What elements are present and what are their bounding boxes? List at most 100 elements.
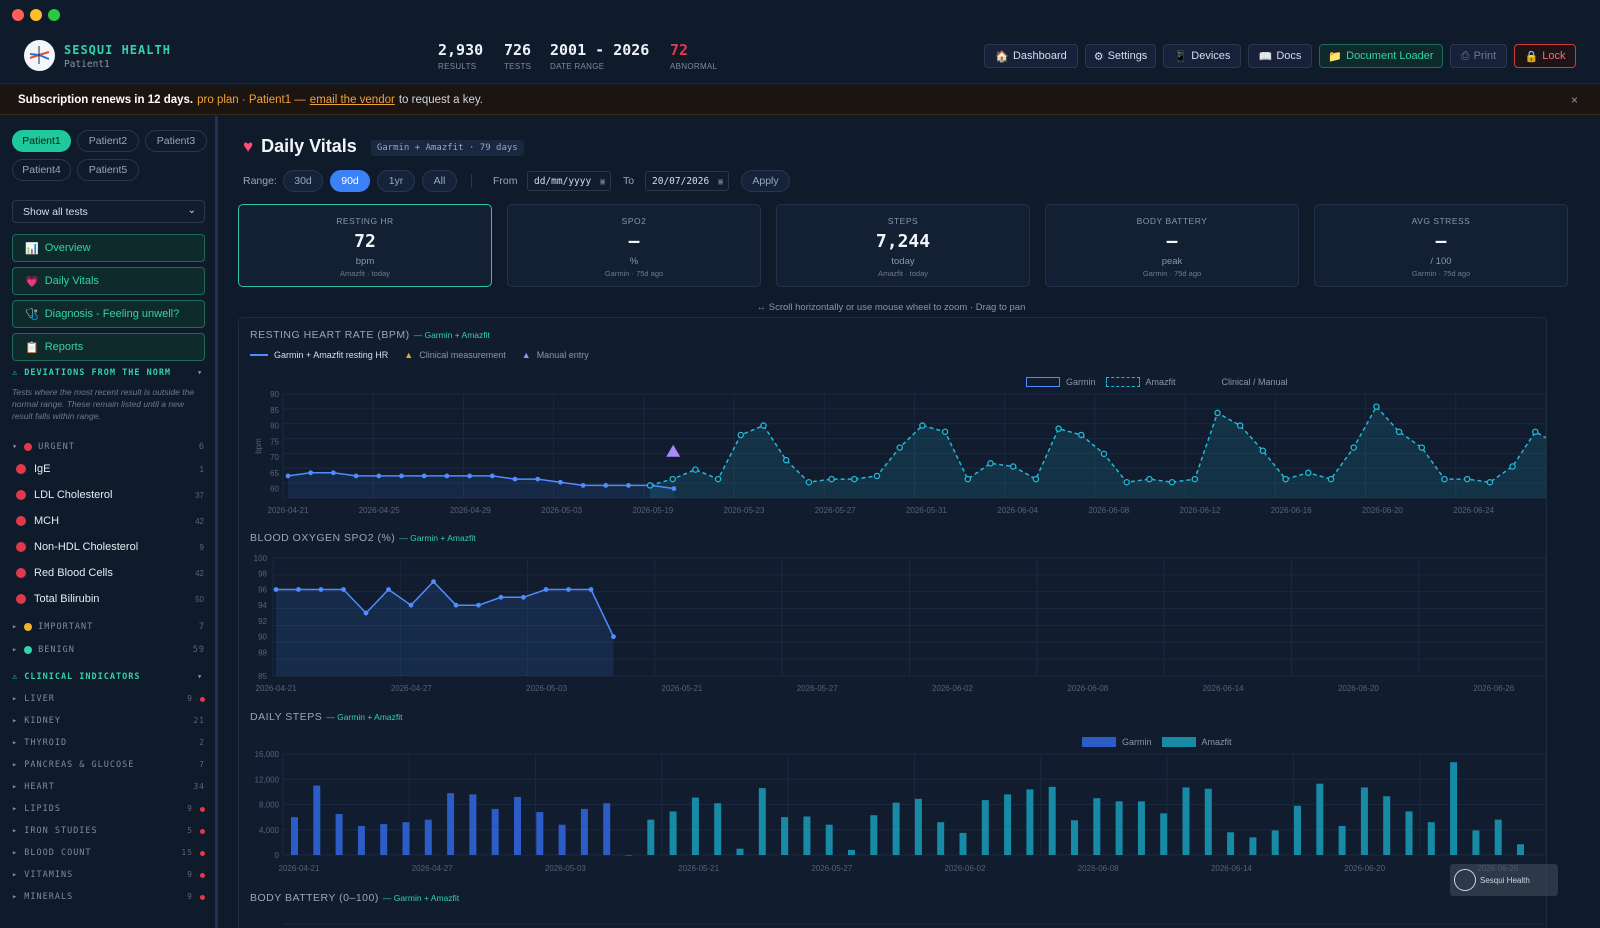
steps-garmin-bar (357, 825, 365, 855)
patient-tab-4[interactable]: Patient4 (12, 159, 71, 181)
brand-block: SESQUI HEALTH Patient1 (64, 43, 171, 70)
patient-tab-5[interactable]: Patient5 (77, 159, 139, 181)
y-tick-label: 90 (258, 633, 267, 642)
card-unit: % (629, 256, 639, 267)
patient-tab-1[interactable]: Patient1 (12, 130, 71, 152)
apply-button[interactable]: Apply (741, 170, 790, 192)
dashboard-button[interactable]: 🏠 Dashboard (984, 44, 1078, 68)
stat-label: TESTS (504, 62, 532, 71)
clinical-item-liver[interactable]: ▸ LIVER 9 (12, 694, 205, 704)
nav-diagnosis[interactable]: 🩺 Diagnosis - Feeling unwell? (12, 300, 205, 328)
settings-button[interactable]: ⚙ Settings (1085, 44, 1156, 68)
clinical-item-minerals[interactable]: ▸ MINERALS 9 (12, 892, 205, 902)
devices-button[interactable]: 📱 Devices (1163, 44, 1241, 68)
clinical-item-lipids[interactable]: ▸ LIPIDS 9 (12, 804, 205, 814)
urgent-group[interactable]: ▾ URGENT 6 (12, 442, 205, 452)
expand-icon: ▸ (12, 622, 19, 632)
docs-button[interactable]: 📖 Docs (1248, 44, 1312, 68)
collapse-icon[interactable]: ▾ (197, 672, 204, 682)
group-count: 7 (198, 622, 205, 632)
chart-title: BLOOD OXYGEN SPO2 (%) (250, 532, 396, 544)
deviation-test-item[interactable]: Total Bilirubin 50 (16, 593, 204, 605)
patient-tab-3[interactable]: Patient3 (145, 130, 207, 152)
x-tick-label: 2026-04-21 (256, 684, 297, 693)
card-avg-stress[interactable]: AVG STRESS — / 100 Garmin · 75d ago (1314, 204, 1568, 287)
to-date-input[interactable]: 20/07/2026 ▣ (645, 171, 729, 191)
clinical-count: 9 (187, 694, 193, 703)
test-count: 37 (195, 490, 204, 500)
range-1yr[interactable]: 1yr (377, 170, 415, 192)
spo2-point (363, 610, 369, 616)
group-count: 6 (198, 442, 205, 452)
chevron-down-icon: ⌄ (187, 205, 196, 216)
collapse-icon[interactable]: ▾ (197, 368, 204, 378)
clinical-item-kidney[interactable]: ▸ KIDNEY 21 (12, 716, 205, 726)
minimize-window-button[interactable] (30, 9, 42, 21)
range-90d[interactable]: 90d (330, 170, 370, 192)
benign-group[interactable]: ▸ BENIGN 59 (12, 645, 205, 655)
clinical-item-pancreas[interactable]: ▸ PANCREAS & GLUCOSE 7 (12, 760, 205, 770)
nav-daily-vitals[interactable]: 💗 Daily Vitals (12, 267, 205, 295)
important-dot (24, 623, 33, 631)
document-loader-button[interactable]: 📁 Document Loader (1319, 44, 1443, 68)
deviation-test-item[interactable]: LDL Cholesterol 37 (16, 489, 204, 501)
printer-icon: ⎙ (1460, 49, 1470, 62)
card-steps[interactable]: STEPS 7,244 today Amazfit · today (776, 204, 1030, 287)
clinical-item-heart[interactable]: ▸ HEART 34 (12, 782, 205, 792)
close-window-button[interactable] (12, 9, 24, 21)
deviation-test-item[interactable]: Red Blood Cells 42 (16, 567, 204, 579)
x-tick-label: 2026-05-31 (906, 506, 947, 515)
deviation-test-item[interactable]: IgE 1 (16, 463, 204, 475)
y-axis-label: bpm (254, 438, 263, 454)
banner-headline: Subscription renews in 12 days. (18, 93, 194, 106)
clinical-label: VITAMINS (24, 870, 74, 880)
clinical-item-thyroid[interactable]: ▸ THYROID 2 (12, 738, 205, 748)
card-spo2[interactable]: SPO2 — % Garmin · 75d ago (507, 204, 761, 287)
clinical-label: BLOOD COUNT (24, 848, 92, 858)
hr-amazfit-point (646, 482, 654, 489)
steps-amazfit-bar (625, 855, 632, 856)
x-tick-label: 2026-04-21 (279, 864, 320, 873)
test-filter-select[interactable]: Show all tests ⌄ (12, 200, 205, 223)
deviation-test-item[interactable]: MCH 42 (16, 515, 204, 527)
hr-amazfit-point (1282, 475, 1289, 483)
range-30d[interactable]: 30d (283, 170, 323, 192)
group-count: 59 (192, 645, 205, 655)
print-button[interactable]: ⎙ Print (1450, 44, 1507, 68)
device-icon: 📱 (1173, 50, 1188, 63)
x-tick-label: 2026-05-03 (545, 864, 586, 873)
card-source: Garmin · 75d ago (604, 269, 664, 278)
charts-svg[interactable]: 60 65 70 75 80 85 90 bpm 2026-04-21 2026-04-25 202… (239, 318, 1546, 928)
clinical-indicators-header[interactable]: ⚠ CLINICAL INDICATORS ▾ (12, 672, 202, 682)
lock-button[interactable]: 🔒 Lock (1514, 44, 1576, 68)
clinical-item-blood-count[interactable]: ▸ BLOOD COUNT 15 (12, 848, 205, 858)
clinical-item-vitamins[interactable]: ▸ VITAMINS 9 (12, 870, 205, 880)
patient-tab-2[interactable]: Patient2 (77, 130, 139, 152)
email-vendor-link[interactable]: email the vendor (309, 93, 395, 106)
deviations-header[interactable]: ⚠ DEVIATIONS FROM THE NORM ▾ (12, 368, 202, 378)
calendar-icon[interactable]: ▣ (600, 176, 605, 186)
charts-panel[interactable]: RESTING HEART RATE (BPM) — Garmin + Amazf… (238, 317, 1558, 928)
x-tick-label: 2026-05-27 (797, 684, 838, 693)
test-count: 42 (195, 516, 204, 526)
card-resting-hr[interactable]: RESTING HR 72 bpm Amazfit · today (238, 204, 492, 287)
nav-reports[interactable]: 📋 Reports (12, 333, 205, 361)
important-group[interactable]: ▸ IMPORTANT 7 (12, 622, 205, 632)
x-tick-label: 2026-06-08 (1067, 684, 1108, 693)
stat-results: 2,930 RESULTS (438, 41, 483, 71)
card-body-battery[interactable]: BODY BATTERY — peak Garmin · 75d ago (1045, 204, 1299, 287)
card-title: AVG STRESS (1411, 216, 1471, 226)
logo-icon (1454, 869, 1476, 891)
to-label: To (623, 175, 635, 187)
deviation-test-item[interactable]: Non-HDL Cholesterol 9 (16, 541, 204, 553)
maximize-window-button[interactable] (48, 9, 60, 21)
page-header: ♥ Daily Vitals Garmin + Amazfit · 79 day… (243, 136, 524, 157)
nav-overview[interactable]: 📊 Overview (12, 234, 205, 262)
close-icon[interactable]: × (1570, 93, 1578, 107)
range-all[interactable]: All (422, 170, 457, 192)
spo2-point (296, 587, 301, 592)
from-date-input[interactable]: dd/mm/yyyy ▣ (527, 171, 611, 191)
urgent-dot (16, 490, 26, 500)
calendar-icon[interactable]: ▣ (718, 176, 723, 186)
clinical-item-iron-studies[interactable]: ▸ IRON STUDIES 5 (12, 826, 205, 836)
